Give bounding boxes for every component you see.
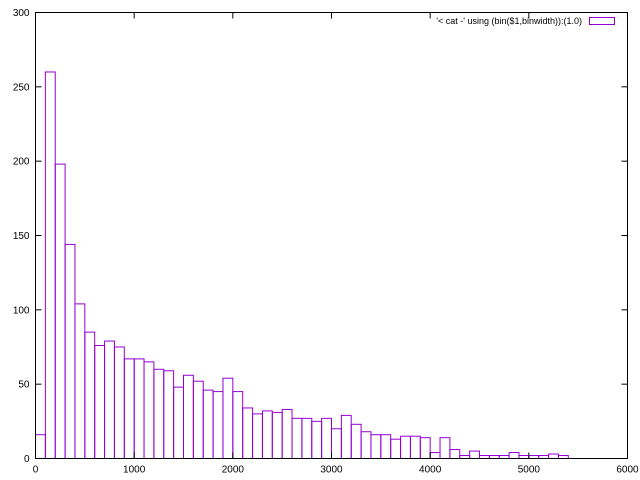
histogram-bar: [153, 368, 165, 459]
y-tick-label: 100: [13, 305, 30, 316]
histogram-bar: [508, 452, 520, 460]
histogram-bar: [212, 391, 224, 460]
histogram-bar: [291, 417, 303, 459]
histogram-bar: [331, 428, 342, 459]
x-tick-label: 2000: [222, 465, 245, 476]
histogram-bar: [74, 303, 86, 459]
histogram-bar: [202, 389, 214, 460]
x-tick-label: 5000: [518, 465, 541, 476]
x-tick-label: 3000: [320, 465, 343, 476]
histogram-bar: [163, 370, 175, 459]
histogram-bar: [242, 407, 254, 460]
histogram-bar: [301, 417, 313, 459]
histogram-bar: [429, 452, 441, 460]
histogram-bar: [84, 331, 96, 459]
histogram-bars: [35, 71, 569, 460]
histogram-bar: [252, 413, 263, 459]
histogram-bar: [360, 431, 372, 459]
histogram-bar: [192, 380, 204, 459]
histogram-bar: [340, 414, 352, 459]
y-tick-label: 150: [13, 231, 30, 242]
histogram-bar: [281, 408, 293, 460]
histogram-bar: [113, 346, 125, 459]
histogram-bar: [321, 417, 332, 459]
histogram-bar: [64, 243, 76, 459]
histogram-bar: [232, 391, 244, 460]
histogram-bar: [409, 435, 421, 460]
legend-swatch: [589, 17, 615, 25]
histogram-bar: [469, 450, 480, 460]
histogram-bar: [449, 449, 461, 459]
y-tick-label: 250: [13, 82, 30, 93]
histogram-bar: [370, 434, 382, 460]
histogram-bar: [35, 434, 46, 460]
y-tick-label: 300: [13, 8, 30, 19]
histogram-bar: [44, 71, 56, 459]
histogram-bar: [419, 437, 431, 460]
histogram-bar: [271, 411, 283, 459]
x-tick-label: 1000: [123, 465, 146, 476]
histogram-bar: [311, 420, 323, 460]
histogram-bar: [94, 345, 106, 459]
histogram-bar: [133, 358, 145, 460]
x-tick-label: 4000: [419, 465, 442, 476]
histogram-bar: [439, 437, 451, 460]
histogram-bar: [183, 374, 194, 460]
histogram-bar: [222, 377, 234, 459]
legend-series-label: '< cat -' using (bin($1,binwidth)):(1.0): [436, 16, 582, 26]
histogram-bar: [123, 358, 135, 460]
histogram-bar: [390, 438, 402, 460]
histogram-bar: [400, 435, 411, 460]
y-tick-label: 50: [18, 380, 30, 391]
histogram-bar: [548, 453, 559, 460]
histogram-bar: [261, 410, 273, 459]
legend: '< cat -' using (bin($1,binwidth)):(1.0): [436, 16, 615, 26]
y-tick-label: 200: [13, 157, 30, 168]
histogram-bar: [380, 434, 392, 460]
histogram-bar: [143, 361, 155, 459]
histogram-bar: [173, 386, 184, 460]
x-tick-label: 0: [33, 465, 39, 476]
histogram-bar: [350, 423, 362, 460]
histogram-bar: [54, 163, 66, 459]
x-tick-label: 6000: [616, 465, 639, 476]
y-tick-label: 0: [24, 454, 30, 465]
histogram-bar: [104, 340, 115, 460]
